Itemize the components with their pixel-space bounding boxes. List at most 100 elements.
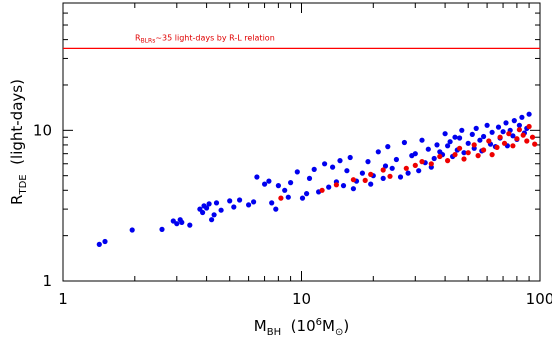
data-point	[382, 163, 389, 169]
data-point	[475, 153, 481, 159]
data-point	[497, 134, 503, 140]
data-point	[179, 219, 185, 225]
data-point	[520, 132, 526, 138]
data-point	[501, 140, 508, 146]
data-point	[532, 141, 538, 147]
data-point	[393, 156, 399, 163]
data-point	[206, 201, 212, 207]
data-point	[416, 168, 422, 174]
data-point	[333, 182, 339, 188]
data-point	[511, 118, 517, 124]
axis-ticks	[62, 2, 541, 282]
data-point	[465, 140, 471, 146]
data-point	[481, 147, 487, 153]
tick-labels: 1 10 100 1 10	[33, 121, 552, 308]
data-point	[380, 167, 386, 173]
data-point	[368, 171, 374, 177]
data-point	[187, 222, 193, 228]
data-points	[96, 111, 538, 247]
data-point	[362, 177, 368, 183]
data-point	[457, 145, 463, 151]
data-point	[473, 125, 479, 131]
data-point	[246, 202, 252, 208]
data-point	[452, 152, 458, 158]
data-point	[437, 153, 443, 160]
x-tick-label: 1	[58, 290, 68, 308]
data-point	[489, 129, 495, 135]
data-point	[262, 181, 268, 187]
data-point	[359, 170, 365, 176]
x-tick-label: 10	[292, 290, 311, 308]
data-point	[529, 134, 536, 140]
data-point	[405, 170, 411, 176]
data-point	[266, 178, 272, 184]
data-point	[401, 139, 407, 146]
data-point	[282, 187, 288, 193]
data-point	[412, 162, 418, 168]
data-point	[469, 131, 475, 137]
data-point	[231, 204, 237, 210]
data-point	[457, 135, 463, 141]
reference-line-label: RBLRs~35 light-days by R-L relation	[135, 33, 275, 44]
data-point	[503, 120, 509, 126]
data-point	[285, 194, 291, 200]
data-point	[412, 151, 418, 157]
data-point	[311, 166, 317, 172]
data-point	[340, 183, 347, 189]
data-point	[159, 226, 165, 232]
data-point	[445, 143, 451, 149]
data-point	[254, 174, 260, 180]
data-point	[288, 180, 294, 186]
data-point	[330, 164, 336, 170]
data-point	[129, 227, 135, 233]
data-point	[428, 161, 434, 167]
data-point	[484, 122, 490, 128]
data-point	[425, 146, 431, 152]
data-point	[273, 206, 279, 212]
data-point	[461, 156, 467, 162]
data-point	[275, 183, 281, 189]
data-point	[251, 199, 257, 205]
x-tick-label: 100	[526, 290, 552, 308]
data-point	[294, 169, 300, 175]
data-point	[452, 134, 458, 140]
data-point	[227, 198, 233, 204]
data-point	[506, 131, 512, 137]
data-point	[387, 173, 393, 179]
data-point	[385, 144, 391, 150]
data-point	[102, 238, 108, 245]
data-point	[319, 187, 325, 193]
data-point	[218, 207, 224, 213]
data-point	[524, 138, 530, 144]
data-point	[278, 195, 284, 201]
data-point	[213, 200, 220, 206]
data-point	[477, 137, 483, 143]
data-point	[304, 191, 310, 197]
data-point	[299, 195, 306, 201]
data-point	[481, 133, 487, 140]
data-point	[510, 143, 516, 149]
data-point	[419, 159, 425, 165]
y-axis-title: RTDE (light-days)	[8, 79, 29, 205]
data-point	[489, 152, 495, 158]
data-point	[431, 155, 437, 162]
data-point	[322, 161, 328, 167]
data-point	[516, 127, 523, 133]
y-tick-label: 10	[33, 121, 52, 139]
data-point	[403, 165, 409, 171]
data-point	[96, 241, 102, 247]
data-point	[306, 175, 313, 181]
data-point	[344, 168, 350, 174]
data-point	[269, 200, 275, 206]
data-point	[200, 209, 206, 216]
data-point	[368, 181, 374, 187]
data-point	[237, 197, 243, 203]
data-point	[350, 177, 356, 183]
data-point	[170, 218, 176, 224]
data-point	[445, 158, 451, 164]
data-point	[494, 144, 500, 150]
data-point	[526, 111, 532, 117]
data-point	[209, 217, 215, 223]
data-point	[337, 158, 343, 164]
